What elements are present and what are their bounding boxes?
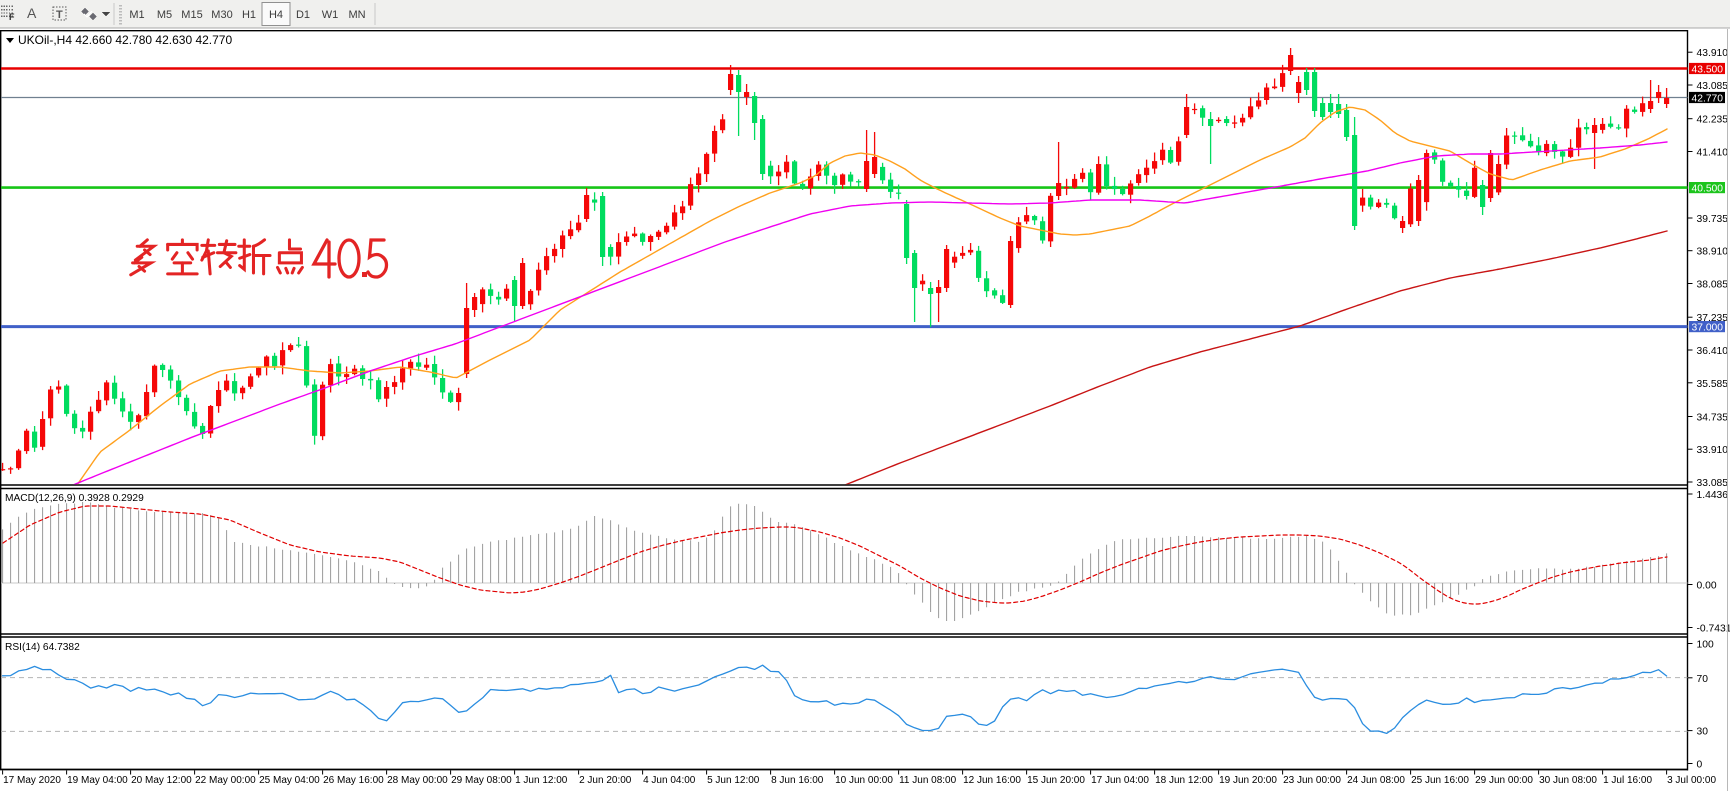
svg-text:19 Jun 20:00: 19 Jun 20:00 [1219, 775, 1277, 786]
svg-text:17 Jun 04:00: 17 Jun 04:00 [1091, 775, 1149, 786]
svg-text:5 Jun 12:00: 5 Jun 12:00 [707, 775, 760, 786]
svg-text:43.500: 43.500 [1692, 64, 1724, 75]
svg-text:-0.7431: -0.7431 [1697, 624, 1730, 635]
svg-text:43.910: 43.910 [1697, 48, 1729, 59]
svg-text:1 Jul 16:00: 1 Jul 16:00 [1603, 775, 1652, 786]
svg-text:4 Jun 04:00: 4 Jun 04:00 [643, 775, 696, 786]
svg-text:3 Jul 00:00: 3 Jul 00:00 [1667, 775, 1716, 786]
svg-text:38.910: 38.910 [1697, 247, 1729, 258]
svg-text:10 Jun 00:00: 10 Jun 00:00 [835, 775, 893, 786]
svg-text:23 Jun 00:00: 23 Jun 00:00 [1283, 775, 1341, 786]
svg-text:12 Jun 16:00: 12 Jun 16:00 [963, 775, 1021, 786]
svg-text:1 Jun 12:00: 1 Jun 12:00 [515, 775, 568, 786]
svg-text:29 May 08:00: 29 May 08:00 [451, 775, 512, 786]
svg-text:43.085: 43.085 [1697, 81, 1729, 92]
svg-text:42.235: 42.235 [1697, 115, 1729, 126]
svg-text:40.500: 40.500 [1692, 183, 1724, 194]
svg-text:M5: M5 [157, 9, 172, 21]
svg-text:37.235: 37.235 [1697, 313, 1729, 324]
svg-text:M1: M1 [129, 9, 144, 21]
svg-text:2 Jun 20:00: 2 Jun 20:00 [579, 775, 632, 786]
svg-text:25 Jun 16:00: 25 Jun 16:00 [1411, 775, 1469, 786]
svg-text:8 Jun 16:00: 8 Jun 16:00 [771, 775, 824, 786]
svg-text:100: 100 [1697, 640, 1714, 651]
svg-text:41.410: 41.410 [1697, 148, 1729, 159]
svg-text:24 Jun 08:00: 24 Jun 08:00 [1347, 775, 1405, 786]
svg-text:33.085: 33.085 [1697, 478, 1729, 489]
svg-text:RSI(14) 64.7382: RSI(14) 64.7382 [5, 642, 80, 653]
svg-text:D1: D1 [296, 9, 310, 21]
svg-text:33.910: 33.910 [1697, 445, 1729, 456]
svg-text:36.410: 36.410 [1697, 346, 1729, 357]
svg-text:29 Jun 00:00: 29 Jun 00:00 [1475, 775, 1533, 786]
svg-text:M15: M15 [181, 9, 202, 21]
svg-text:35.585: 35.585 [1697, 379, 1729, 390]
svg-text:0.00: 0.00 [1697, 581, 1717, 592]
svg-text:70: 70 [1697, 674, 1709, 685]
svg-text:25 May 04:00: 25 May 04:00 [259, 775, 320, 786]
svg-text:1.4436: 1.4436 [1697, 490, 1729, 501]
svg-text:F: F [9, 12, 15, 22]
svg-text:A: A [27, 5, 37, 21]
svg-text:MACD(12,26,9) 0.3928 0.2929: MACD(12,26,9) 0.3928 0.2929 [5, 493, 144, 504]
svg-text:28 May 00:00: 28 May 00:00 [387, 775, 448, 786]
svg-text:22 May 00:00: 22 May 00:00 [195, 775, 256, 786]
svg-text:37.000: 37.000 [1692, 322, 1724, 333]
svg-text:18 Jun 12:00: 18 Jun 12:00 [1155, 775, 1213, 786]
svg-text:UKOil-,H4 42.660 42.780 42.63: UKOil-,H4 42.660 42.780 42.630 42.770 [18, 33, 232, 47]
svg-text:20 May 12:00: 20 May 12:00 [131, 775, 192, 786]
svg-text:30 Jun 08:00: 30 Jun 08:00 [1539, 775, 1597, 786]
svg-text:W1: W1 [322, 9, 339, 21]
svg-text:26 May 16:00: 26 May 16:00 [323, 775, 384, 786]
svg-text:34.735: 34.735 [1697, 413, 1729, 424]
svg-text:30: 30 [1697, 727, 1709, 738]
svg-text:39.735: 39.735 [1697, 214, 1729, 225]
svg-text:M30: M30 [211, 9, 232, 21]
svg-text:42.770: 42.770 [1692, 93, 1724, 104]
svg-text:15 Jun 20:00: 15 Jun 20:00 [1027, 775, 1085, 786]
svg-text:H1: H1 [242, 9, 256, 21]
svg-text:38.085: 38.085 [1697, 280, 1729, 291]
svg-text:19 May 04:00: 19 May 04:00 [67, 775, 128, 786]
svg-text:T: T [56, 9, 63, 21]
svg-text:MN: MN [348, 9, 365, 21]
svg-text:H4: H4 [269, 9, 283, 21]
svg-text:17 May 2020: 17 May 2020 [3, 775, 61, 786]
svg-text:11 Jun 08:00: 11 Jun 08:00 [899, 775, 957, 786]
svg-text:0: 0 [1697, 760, 1703, 771]
